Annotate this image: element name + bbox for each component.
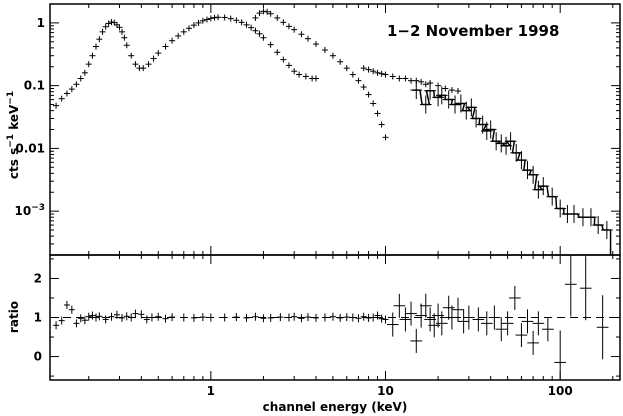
observation-date-annotation: 1−2 November 1998 bbox=[387, 22, 559, 40]
ratio-axis-ticks: 1 10 100 0 1 2 bbox=[34, 255, 620, 398]
ratio-panel: 1 10 100 0 1 2 ratio channel energy (keV) bbox=[7, 254, 621, 414]
series-lecs bbox=[53, 14, 320, 109]
ratio-data bbox=[53, 255, 609, 380]
ratio-y-axis-label: ratio bbox=[7, 301, 21, 333]
spectrum-panel-frame bbox=[49, 3, 621, 256]
y-tick-label: 0.01 bbox=[15, 141, 45, 155]
model-step-line bbox=[412, 89, 612, 255]
spectrum-axis-ticks: 1 0.1 0.01 10−3 bbox=[14, 3, 620, 256]
x-tick-label: 100 bbox=[548, 384, 573, 398]
series-mecs bbox=[252, 8, 389, 141]
spectrum-data bbox=[53, 8, 613, 255]
x-tick-label: 10 bbox=[377, 384, 394, 398]
y-tick-label: 1 bbox=[34, 311, 42, 325]
y-tick-label: 0 bbox=[34, 350, 42, 364]
spectrum-panel: 1 0.1 0.01 10−3 1−2 November 1998 cts s−1 k… bbox=[6, 3, 621, 256]
y-tick-label: 10−3 bbox=[14, 203, 45, 218]
series-pds bbox=[410, 81, 613, 240]
spectrum-y-axis-label: cts s−1 keV−1 bbox=[6, 91, 21, 179]
x-tick-label: 1 bbox=[207, 384, 215, 398]
y-tick-label: 0.1 bbox=[24, 79, 45, 93]
y-tick-label: 1 bbox=[37, 16, 45, 30]
y-tick-label: 2 bbox=[34, 271, 42, 285]
x-axis-label: channel energy (keV) bbox=[263, 400, 408, 414]
